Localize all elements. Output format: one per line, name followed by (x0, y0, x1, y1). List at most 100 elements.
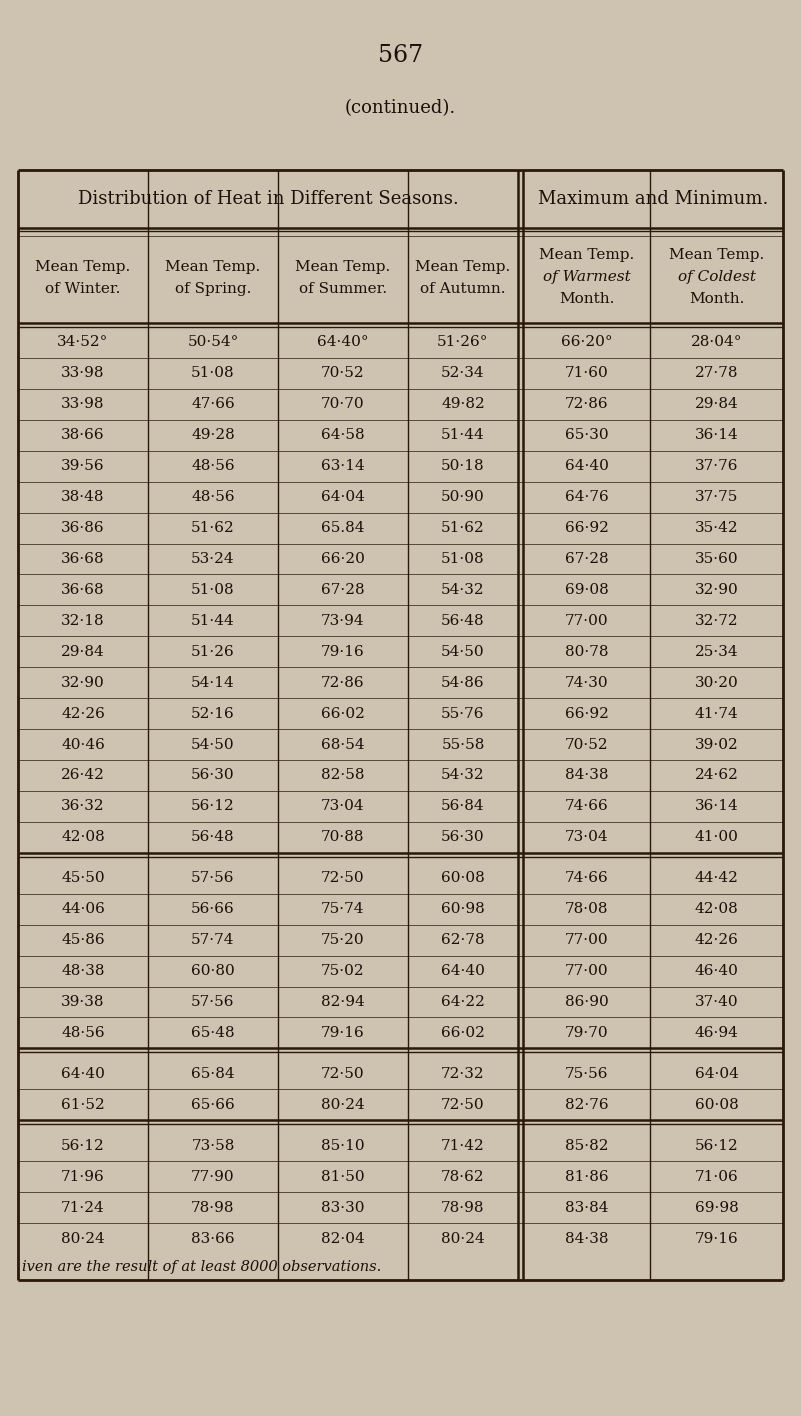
Text: 64·04: 64·04 (694, 1066, 739, 1080)
Text: 65·48: 65·48 (191, 1027, 235, 1039)
Text: of Summer.: of Summer. (299, 282, 387, 296)
Text: 82·94: 82·94 (321, 995, 365, 1010)
Text: 36·14: 36·14 (694, 800, 739, 813)
Text: 44·06: 44·06 (61, 902, 105, 916)
Text: 78·98: 78·98 (191, 1201, 235, 1215)
Text: 75·56: 75·56 (565, 1066, 608, 1080)
Text: 60·98: 60·98 (441, 902, 485, 916)
Text: 80·24: 80·24 (441, 1232, 485, 1246)
Text: 60·08: 60·08 (694, 1097, 739, 1112)
Text: 36·86: 36·86 (61, 521, 105, 535)
Text: 70·52: 70·52 (321, 367, 364, 381)
Text: 69·08: 69·08 (565, 583, 609, 598)
Text: 29·84: 29·84 (694, 398, 739, 411)
Text: 32·90: 32·90 (61, 675, 105, 690)
Text: 70·70: 70·70 (321, 398, 364, 411)
Text: 78·98: 78·98 (441, 1201, 485, 1215)
Text: 44·42: 44·42 (694, 871, 739, 885)
Text: 54·50: 54·50 (441, 644, 485, 658)
Text: 74·30: 74·30 (565, 675, 608, 690)
Text: 567: 567 (378, 44, 423, 67)
Text: 80·78: 80·78 (565, 644, 608, 658)
Text: 35·42: 35·42 (694, 521, 739, 535)
Text: 56·48: 56·48 (191, 830, 235, 844)
Text: 36·14: 36·14 (694, 428, 739, 442)
Text: 72·32: 72·32 (441, 1066, 485, 1080)
Text: 53·24: 53·24 (191, 552, 235, 566)
Text: 65·66: 65·66 (191, 1097, 235, 1112)
Text: 64·40: 64·40 (565, 459, 609, 473)
Text: 52·34: 52·34 (441, 367, 485, 381)
Text: 50·18: 50·18 (441, 459, 485, 473)
Text: 41·00: 41·00 (694, 830, 739, 844)
Text: 46·94: 46·94 (694, 1027, 739, 1039)
Text: 54·32: 54·32 (441, 769, 485, 783)
Text: 51·08: 51·08 (191, 583, 235, 598)
Text: 85·82: 85·82 (565, 1138, 608, 1153)
Text: 32·90: 32·90 (694, 583, 739, 598)
Text: 51·08: 51·08 (441, 552, 485, 566)
Text: 42·26: 42·26 (61, 707, 105, 721)
Text: 78·08: 78·08 (565, 902, 608, 916)
Text: Mean Temp.: Mean Temp. (165, 261, 260, 275)
Text: 34·52°: 34·52° (58, 336, 109, 350)
Text: 78·62: 78·62 (441, 1170, 485, 1184)
Text: 72·50: 72·50 (321, 871, 364, 885)
Text: Mean Temp.: Mean Temp. (416, 261, 510, 275)
Text: 64·58: 64·58 (321, 428, 364, 442)
Text: 51·08: 51·08 (191, 367, 235, 381)
Text: 77·90: 77·90 (191, 1170, 235, 1184)
Text: Month.: Month. (559, 292, 614, 306)
Text: 49·28: 49·28 (191, 428, 235, 442)
Text: 73·04: 73·04 (321, 800, 364, 813)
Text: 33·98: 33·98 (61, 367, 105, 381)
Text: 70·88: 70·88 (321, 830, 364, 844)
Text: 56·12: 56·12 (694, 1138, 739, 1153)
Text: 47·66: 47·66 (191, 398, 235, 411)
Text: 54·50: 54·50 (191, 738, 235, 752)
Text: 79·70: 79·70 (565, 1027, 608, 1039)
Text: 80·24: 80·24 (321, 1097, 365, 1112)
Text: 81·86: 81·86 (565, 1170, 608, 1184)
Text: 66·02: 66·02 (441, 1027, 485, 1039)
Text: 65.84: 65.84 (321, 521, 364, 535)
Text: 36·68: 36·68 (61, 552, 105, 566)
Text: 82·76: 82·76 (565, 1097, 608, 1112)
Text: 57·56: 57·56 (191, 871, 235, 885)
Text: of Warmest: of Warmest (542, 270, 630, 285)
Text: 37·40: 37·40 (694, 995, 739, 1010)
Text: 41·74: 41·74 (694, 707, 739, 721)
Text: 57·74: 57·74 (191, 933, 235, 947)
Text: 56·12: 56·12 (191, 800, 235, 813)
Text: 46·40: 46·40 (694, 964, 739, 978)
Text: 71·42: 71·42 (441, 1138, 485, 1153)
Text: 54·86: 54·86 (441, 675, 485, 690)
Text: 51·62: 51·62 (441, 521, 485, 535)
Text: 39·56: 39·56 (61, 459, 105, 473)
Text: 55·76: 55·76 (441, 707, 485, 721)
Text: Mean Temp.: Mean Temp. (539, 248, 634, 262)
Text: 51·44: 51·44 (441, 428, 485, 442)
Text: 56·12: 56·12 (61, 1138, 105, 1153)
Text: 33·98: 33·98 (61, 398, 105, 411)
Text: 66·20°: 66·20° (561, 336, 612, 350)
Text: Mean Temp.: Mean Temp. (35, 261, 131, 275)
Text: 75·20: 75·20 (321, 933, 364, 947)
Text: 82·58: 82·58 (321, 769, 364, 783)
Text: 71·96: 71·96 (61, 1170, 105, 1184)
Text: 56·48: 56·48 (441, 615, 485, 627)
Text: 48·56: 48·56 (191, 459, 235, 473)
Text: 65·30: 65·30 (565, 428, 608, 442)
Text: 77·00: 77·00 (565, 933, 608, 947)
Text: 71·24: 71·24 (61, 1201, 105, 1215)
Text: Month.: Month. (689, 292, 744, 306)
Text: 71·06: 71·06 (694, 1170, 739, 1184)
Text: 79·16: 79·16 (321, 644, 365, 658)
Text: 42·08: 42·08 (694, 902, 739, 916)
Text: 45·86: 45·86 (61, 933, 105, 947)
Text: 67·28: 67·28 (565, 552, 608, 566)
Text: 79·16: 79·16 (321, 1027, 365, 1039)
Text: 52·16: 52·16 (191, 707, 235, 721)
Text: Mean Temp.: Mean Temp. (669, 248, 764, 262)
Text: 26·42: 26·42 (61, 769, 105, 783)
